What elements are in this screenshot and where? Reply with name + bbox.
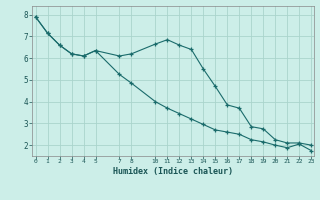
X-axis label: Humidex (Indice chaleur): Humidex (Indice chaleur)	[113, 167, 233, 176]
